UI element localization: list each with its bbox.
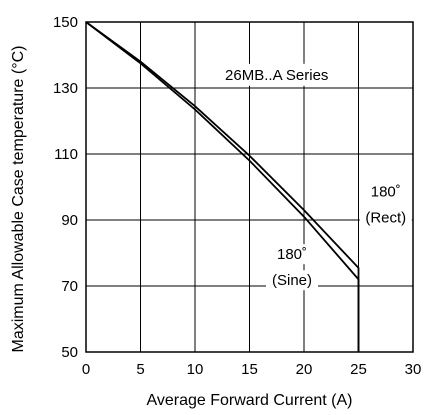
series-layer [85, 21, 360, 352]
x-tick-label: 10 [187, 361, 204, 378]
x-tick-label: 15 [241, 361, 258, 378]
annotation-bg [209, 63, 344, 86]
annotation-bg [266, 244, 319, 265]
plot-frame [85, 21, 414, 353]
x-tick-label: 30 [405, 361, 422, 378]
y-tick-label: 90 [61, 212, 78, 229]
annotation-bg [266, 270, 319, 291]
y-tick-label: 110 [54, 146, 78, 163]
curve-annotation: 180˚ [277, 246, 307, 263]
curve-annotation: (Sine) [272, 272, 312, 289]
x-tick-label: 20 [296, 361, 313, 378]
y-tick-label: 130 [53, 80, 78, 97]
y-tick-label: 150 [53, 14, 78, 31]
grid [86, 22, 413, 352]
y-ticks: 50 70 90 110 130 150 [53, 14, 78, 361]
x-axis-label: Average Forward Current (A) [147, 392, 353, 409]
x-tick-label: 25 [350, 361, 367, 378]
annotations: 26MB..A Series 180˚ (Rect) 180˚ (Sine) [225, 67, 406, 289]
y-tick-label: 50 [61, 344, 78, 361]
series-line-1 [85, 21, 360, 352]
curve-annotation: 180˚ [371, 184, 401, 201]
series-annotation: 26MB..A Series [225, 67, 328, 84]
x-tick-label: 0 [82, 361, 90, 378]
series-line-0 [85, 21, 360, 352]
y-axis-label: Maximum Allowable Case temperature (°C) [10, 46, 27, 353]
x-ticks: 0 5 10 15 20 25 30 [82, 361, 422, 378]
annotation-bg [359, 181, 412, 202]
x-tick-label: 5 [136, 361, 144, 378]
y-tick-label: 70 [61, 278, 78, 295]
annotation-bg [359, 207, 412, 228]
curve-annotation: (Rect) [365, 210, 406, 227]
